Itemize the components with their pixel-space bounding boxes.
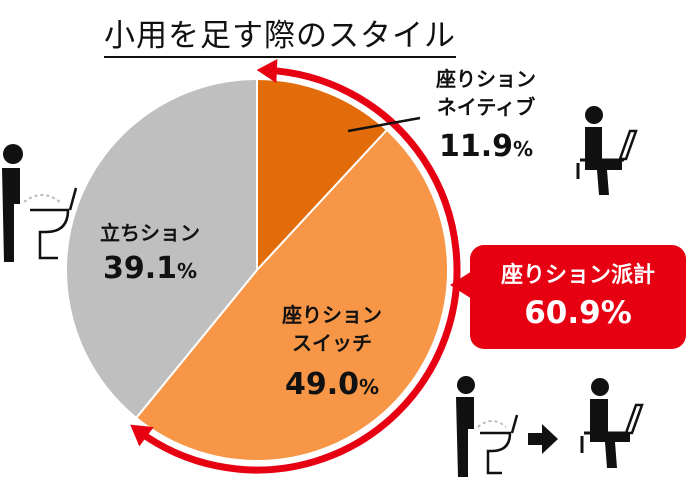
sitting-total-callout: 座りション派計 60.9%: [450, 245, 686, 349]
arc-arrowhead-bottom: [130, 424, 154, 447]
pie-slice-standing: [65, 77, 258, 420]
pie-slice-switch: [134, 128, 449, 462]
slice-value-native: 11.9%: [439, 129, 533, 164]
slice-value-standing: 39.1%: [103, 251, 197, 286]
person-sitting-icon: [576, 106, 638, 195]
slice-value-switch: 49.0%: [285, 367, 379, 402]
sitting-share-arc: [135, 66, 461, 474]
native-leader-line: [347, 116, 421, 133]
standing-to-sitting-icon: [456, 376, 644, 477]
slice-label-standing-1: 立ちション: [100, 221, 200, 245]
slice-label-switch-2: スイッチ: [292, 331, 372, 355]
sitting-total-value: 60.9%: [524, 295, 632, 331]
pie-slice-native: [256, 77, 389, 273]
slice-label-native-2: ネイティブ: [437, 95, 535, 119]
sitting-total-label: 座りション派計: [500, 263, 655, 288]
slice-label-native-1: 座りション: [436, 67, 536, 91]
chart-title: 小用を足す際のスタイル: [104, 10, 456, 58]
person-standing-urinating-icon: [2, 144, 78, 262]
slice-label-switch-1: 座りション: [282, 303, 382, 327]
arc-arrowhead-top: [256, 59, 278, 83]
